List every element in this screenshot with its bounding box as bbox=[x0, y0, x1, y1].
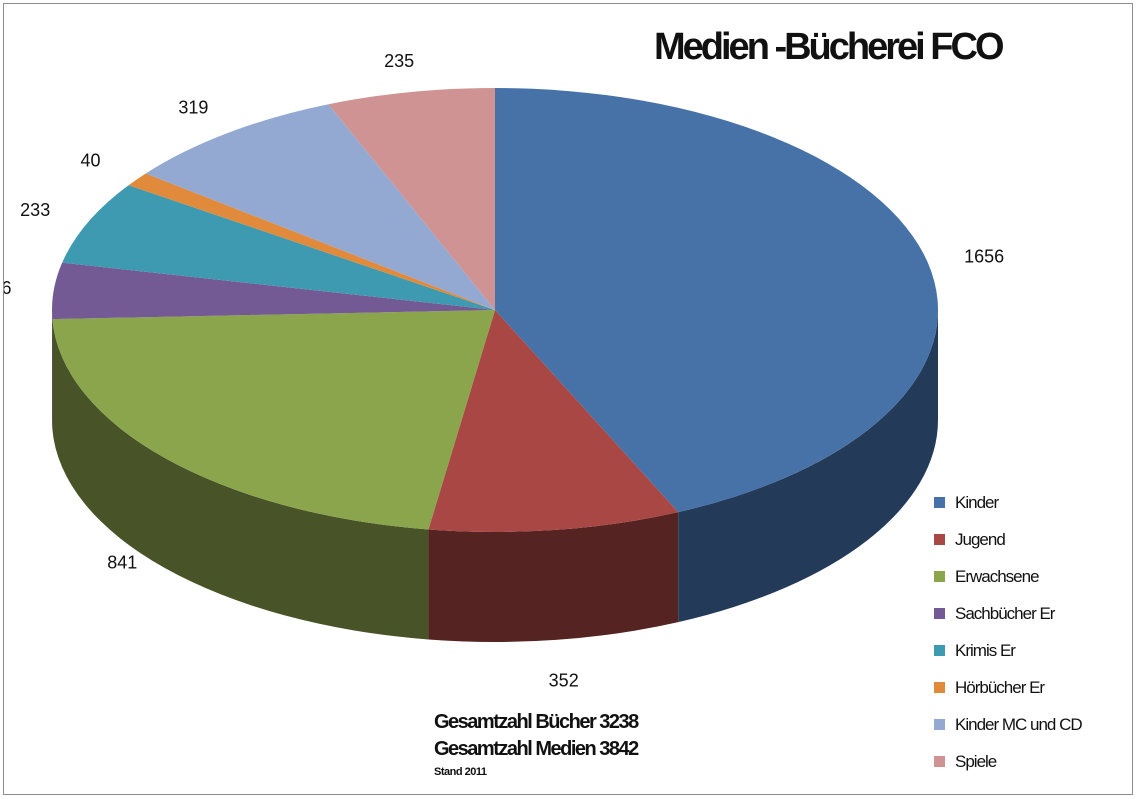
legend-label: Spiele bbox=[955, 751, 997, 771]
chart-title: Medien -Bücherei FCO bbox=[654, 26, 1004, 68]
data-label-h-rb-cher-er: 40 bbox=[81, 151, 101, 171]
legend-item-erwachsene: Erwachsene bbox=[934, 558, 1082, 595]
data-label-sachb-cher-er: 156 bbox=[4, 278, 11, 298]
data-label-jugend: 352 bbox=[549, 670, 579, 690]
status-text: Stand 2011 bbox=[434, 766, 487, 778]
legend-swatch bbox=[934, 608, 945, 619]
legend-swatch bbox=[934, 682, 945, 693]
legend-swatch bbox=[934, 571, 945, 582]
legend-swatch bbox=[934, 645, 945, 656]
pie-slice-sachb-cher-er bbox=[52, 262, 496, 320]
data-label-krimis-er: 233 bbox=[20, 200, 50, 220]
legend-label: Erwachsene bbox=[955, 566, 1040, 586]
legend-swatch bbox=[934, 534, 945, 545]
data-label-spiele: 235 bbox=[384, 51, 414, 71]
pie-slice-h-rb-cher-er bbox=[128, 173, 495, 310]
legend-swatch bbox=[934, 497, 945, 508]
legend: Kinder Jugend Erwachsene Sachbücher Er Krimi… bbox=[934, 484, 1083, 780]
total-books: Gesamtzahl Bücher 3238 bbox=[434, 711, 639, 733]
chart-frame: 1656 352 841 156 233 40 319 235 Medien -Büchere… bbox=[3, 3, 1133, 795]
data-label-kinder-mc-und-cd: 319 bbox=[178, 98, 208, 118]
legend-item-jugend: Jugend bbox=[934, 521, 1082, 558]
legend-label: Hörbücher Er bbox=[955, 677, 1045, 697]
legend-item-spiele: Spiele bbox=[934, 743, 1082, 780]
pie-side-erwachsene bbox=[52, 319, 429, 640]
legend-swatch bbox=[934, 719, 945, 730]
data-label-erwachsene: 841 bbox=[107, 553, 137, 573]
total-media: Gesamtzahl Medien 3842 bbox=[434, 738, 639, 760]
pie-slice-kinder bbox=[495, 88, 938, 513]
data-label-kinder: 1656 bbox=[964, 246, 1004, 266]
pie-slice-spiele bbox=[328, 88, 495, 310]
pie-slice-jugend bbox=[428, 310, 679, 532]
legend-label: Sachbücher Er bbox=[955, 603, 1055, 623]
legend-item-kinder-mc-und-cd: Kinder MC und CD bbox=[934, 706, 1083, 743]
legend-swatch bbox=[934, 756, 945, 767]
legend-label: Krimis Er bbox=[955, 640, 1016, 660]
legend-item-krimis-er: Krimis Er bbox=[934, 632, 1082, 669]
pie-slice-kinder-mc-und-cd bbox=[145, 104, 495, 310]
totals-block: Gesamtzahl Bücher 3238 Gesamtzahl Medien… bbox=[434, 709, 639, 781]
legend-label: Kinder MC und CD bbox=[955, 714, 1083, 734]
pie-slice-krimis-er bbox=[62, 185, 495, 310]
legend-label: Kinder bbox=[955, 492, 999, 512]
pie-side-kinder bbox=[678, 310, 938, 623]
legend-item-h-rb-cher-er: Hörbücher Er bbox=[934, 669, 1082, 706]
pie-chart: 1656 352 841 156 233 40 319 235 bbox=[4, 51, 1004, 690]
pie-slice-erwachsene bbox=[52, 310, 496, 530]
legend-item-kinder: Kinder bbox=[934, 484, 1082, 521]
legend-item-sachb-cher-er: Sachbücher Er bbox=[934, 595, 1082, 632]
pie-side-jugend bbox=[428, 512, 679, 642]
legend-label: Jugend bbox=[955, 529, 1006, 549]
